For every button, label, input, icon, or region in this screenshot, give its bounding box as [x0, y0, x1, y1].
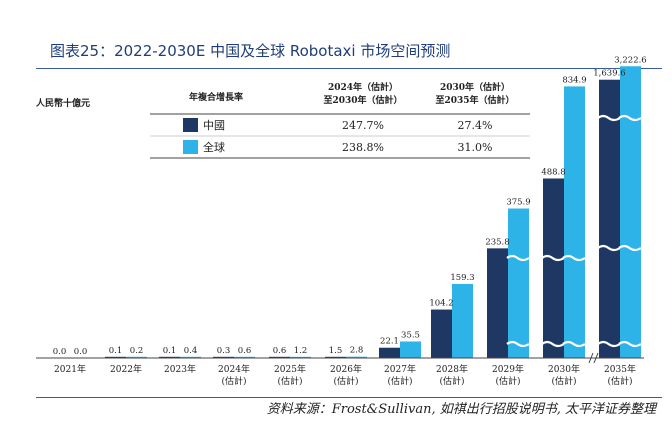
bar-global	[400, 341, 421, 358]
axis-break-mark	[618, 244, 642, 252]
bar-china	[213, 356, 234, 358]
axis-break-mark	[588, 352, 599, 364]
x-tick-label: 2023年	[164, 363, 196, 375]
x-tick-label: 2028年	[436, 363, 468, 375]
table-header-label: 年複合增長率	[189, 91, 243, 103]
legend-label: 中國	[203, 119, 225, 132]
bar-global	[180, 356, 201, 358]
data-label: 22.1	[380, 337, 399, 347]
bar-china	[159, 356, 180, 358]
bar-china	[325, 356, 346, 358]
axis-break-mark	[597, 244, 621, 252]
data-label: 488.8	[541, 167, 565, 177]
axis-break-mark	[541, 340, 565, 348]
x-tick-label: 2024年	[218, 363, 250, 375]
bar-global	[346, 356, 367, 358]
axis-break-mark	[562, 340, 586, 348]
legend-swatch	[183, 118, 198, 132]
axis-break-mark	[541, 254, 565, 262]
bar-china	[599, 79, 620, 358]
table-cell: 247.7%	[342, 119, 384, 132]
source-note: 资料来源：Frost&Sullivan, 如祺出行招股说明书, 太平洋证券整理	[266, 402, 656, 417]
bar-global	[126, 356, 147, 358]
data-label: 1.2	[294, 346, 308, 356]
bars-layer	[105, 66, 642, 359]
data-label: 2.8	[350, 346, 364, 356]
axis-break-mark	[597, 340, 621, 348]
y-axis-label: 人民幣十億元	[36, 99, 91, 109]
table-col2-header: 2030年（估計）	[440, 81, 510, 93]
labels-layer: 0.0 0.1 0.1 0.3 0.6 1.5 22.1 104.2 235.8 488.8 1,6…	[53, 55, 647, 357]
x-tick-label: 2029年	[492, 363, 524, 375]
axis-break-mark	[562, 254, 586, 262]
bar-global	[290, 356, 311, 358]
data-label: 0.4	[184, 346, 198, 356]
bar-global	[234, 356, 255, 358]
x-tick-label: 2027年	[384, 363, 416, 375]
x-tick-label: (估計)	[333, 375, 358, 387]
axis-break-mark	[506, 254, 530, 262]
data-label: 159.3	[450, 273, 474, 283]
axis-break-mark	[506, 340, 530, 348]
cagr-table: 年複合增長率 2024年（估計）至2030年（估計） 2030年（估計）至2035年…	[150, 81, 530, 159]
bar-global	[564, 86, 585, 359]
data-label: 1,639.6	[593, 69, 625, 79]
table-cell: 31.0%	[458, 141, 493, 154]
data-label: 0.6	[273, 346, 287, 356]
bar-china	[269, 356, 290, 358]
bar-china	[543, 178, 564, 358]
title-bar: 图表25：2022-2030E 中国及全球 Robotaxi 市场空间预测	[0, 0, 672, 76]
x-tick-label: 2035年	[604, 363, 636, 375]
data-label: 104.2	[429, 299, 453, 309]
table-cell: 238.8%	[342, 141, 384, 154]
bar-global	[620, 66, 641, 358]
axis-break-mark	[618, 340, 642, 348]
x-tick-label: (估計)	[387, 375, 412, 387]
axis-break-mark	[597, 114, 621, 122]
axis-break-mark	[618, 114, 642, 122]
x-tick-label: (估計)	[495, 375, 520, 387]
data-label: 0.0	[74, 347, 88, 357]
title-rule	[36, 68, 662, 69]
table-col2-header: 至2035年（估計）	[435, 94, 514, 106]
x-tick-label: 2026年	[330, 363, 362, 375]
bar-global	[508, 208, 529, 358]
data-label: 0.1	[163, 346, 177, 356]
data-label: 375.9	[506, 198, 530, 208]
bottom-rule	[36, 397, 662, 398]
x-tick-label: (估計)	[221, 375, 246, 387]
bar-china	[105, 356, 126, 358]
data-label: 834.9	[562, 75, 586, 85]
data-label: 0.3	[217, 346, 231, 356]
bar-china	[379, 347, 400, 358]
x-tick-label: (估計)	[607, 375, 632, 387]
x-tick-label: 2030年	[548, 363, 580, 375]
x-tick-label: (估計)	[277, 375, 302, 387]
legend-label: 全球	[203, 140, 225, 154]
data-label: 0.6	[238, 346, 252, 356]
data-label: 3,222.6	[614, 55, 646, 65]
data-label: 1.5	[329, 346, 343, 356]
data-label: 35.5	[401, 330, 420, 340]
table-col1-header: 2024年（估計）	[328, 81, 398, 93]
x-tick-label: (估計)	[439, 375, 464, 387]
x-tick-label: 2022年	[110, 363, 142, 375]
table-cell: 27.4%	[458, 119, 493, 132]
bar-global	[452, 283, 473, 358]
legend-swatch	[183, 140, 198, 154]
bar-china	[487, 248, 508, 358]
x-tick-label: (估計)	[551, 375, 576, 387]
x-axis: 2021年 2022年 2023年 2024年(估計)2025年(估計)2026年(估…	[36, 352, 644, 387]
data-label: 235.8	[485, 237, 509, 247]
data-label: 0.1	[109, 346, 123, 356]
x-tick-label: 2021年	[54, 363, 86, 375]
data-label: 0.2	[130, 346, 144, 356]
bar-china	[431, 309, 452, 358]
chart-title: 图表25：2022-2030E 中国及全球 Robotaxi 市场空间预测	[50, 42, 451, 60]
data-label: 0.0	[53, 347, 67, 357]
x-tick-label: 2025年	[274, 363, 306, 375]
table-col1-header: 至2030年（估計）	[323, 94, 402, 106]
